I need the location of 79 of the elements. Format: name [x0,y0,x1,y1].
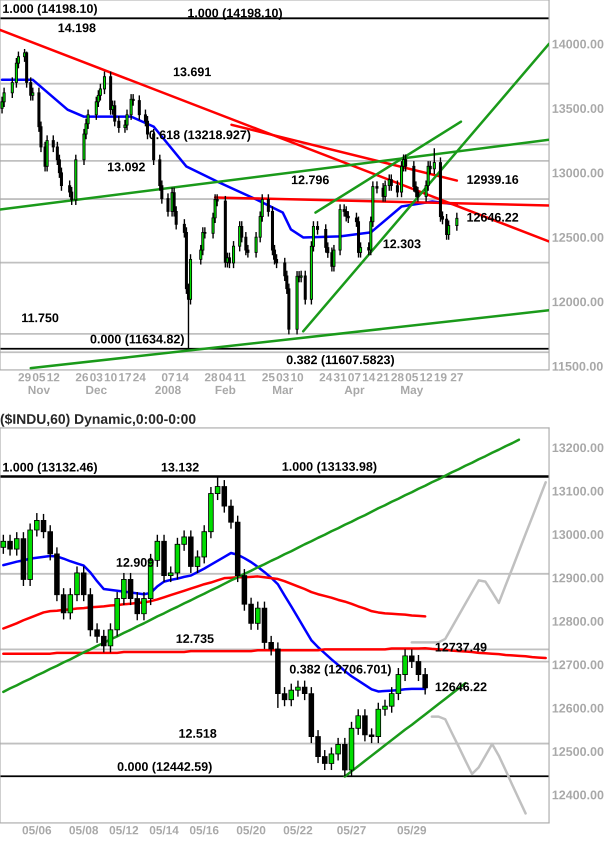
ref-line-label: 0.000 (12442.59) [118,762,212,774]
x-tick-label: 10 [104,373,117,382]
y-tick-label: 12600.00 [552,704,604,713]
y-tick-label: 14000.00 [552,40,604,48]
x-tick-label: 05/29 [397,826,426,835]
y-tick-label: 12800.00 [552,616,604,626]
y-tick-label: 12500.00 [552,747,604,756]
candlestick [304,270,307,306]
x-tick-label: 07 Apr [344,373,364,396]
x-tick-label: 05/27 [337,826,366,835]
ref-line-label: 1.000 (13133.98) [282,462,376,474]
x-tick-label: 05/22 [284,826,312,835]
y-tick-label: 12500.00 [552,232,604,242]
candlestick [384,180,387,202]
x-tick-label: 28 [391,373,404,382]
candlestick [404,154,408,172]
candlestick [166,192,170,218]
x-tick-label: 05/20 [236,826,266,835]
candlestick [232,240,236,269]
x-tick-label: 24 [133,373,146,382]
x-tick-label: 29 [18,373,31,382]
annotation: 13.132 [162,462,199,472]
y-tick-label: 13200.00 [552,443,604,452]
x-tick-label: 17 [119,373,132,382]
annotation: 12.303 [384,239,421,248]
y-tick-label: 12400.00 [552,790,604,800]
line-series [2,575,426,630]
y-tick-label: 12900.00 [552,574,604,582]
ref-line-label: 0.382 (11607.5823) [286,355,394,367]
annotation: 14.198 [58,23,96,32]
x-tick-label: 12 [420,373,432,382]
x-tick-label: 12 [47,373,60,382]
x-tick-label: 24 [320,373,332,382]
annotation: 12.735 [176,634,214,644]
y-tick-label: 13000.00 [552,530,604,539]
annotation: 12737.49 [436,642,487,652]
x-tick-label: 05/06 [22,826,52,835]
x-tick-label: 05/14 [150,826,179,835]
chart-title: ($INDU,60) Dynamic,0:00-0:00 [0,414,196,427]
annotation: 11.750 [22,313,58,322]
y-tick-label: 12000.00 [552,297,604,306]
annotation: 13.691 [174,67,211,76]
y-tick-label: 13000.00 [552,168,604,178]
y-tick-label: 13100.00 [552,486,604,496]
x-tick-label: 11 [234,373,246,382]
x-tick-label: 19 [434,373,447,382]
annotation: 1.000 (14198.10) [188,8,282,20]
x-tick-label: 14 [176,373,189,382]
annotation: 13.092 [108,162,145,172]
annotation: 12939.16 [467,175,518,184]
x-tick-label: 26 [76,373,88,382]
x-tick-label: 14 [362,373,376,382]
x-tick-label: 05/08 [69,826,98,835]
candlestick [344,206,348,222]
candlestick [455,212,458,232]
x-tick-label: 31 [334,373,346,382]
y-tick-label: 12700.00 [552,660,604,670]
ref-line-label: 1.000 (14198.10) [3,4,97,16]
x-tick-label: 25 [262,373,275,382]
candlestick [102,70,106,95]
annotation: 12.518 [179,729,216,738]
y-tick-label: 13500.00 [552,104,604,113]
x-tick-label: 27 [450,373,463,382]
candlestick [432,148,436,175]
line-series [2,438,520,694]
x-tick-label: 04 Feb [216,373,236,394]
candlestick [138,94,141,121]
x-tick-label: 05/16 [190,826,219,835]
annotation: 12.796 [292,175,329,184]
x-tick-label: 10 [291,373,304,382]
y-tick-label: 11500.00 [552,362,603,371]
candlestick [346,210,350,224]
candlestick [332,244,336,272]
candlestick [390,174,393,192]
ref-line-label: 0.000 (11634.82) [90,334,184,346]
x-tick-label: 05/12 [110,826,138,835]
x-tick-label: 21 [376,373,390,382]
x-tick-label: 28 [204,373,218,382]
ref-line-label: 1.000 (13132.46) [3,462,97,474]
